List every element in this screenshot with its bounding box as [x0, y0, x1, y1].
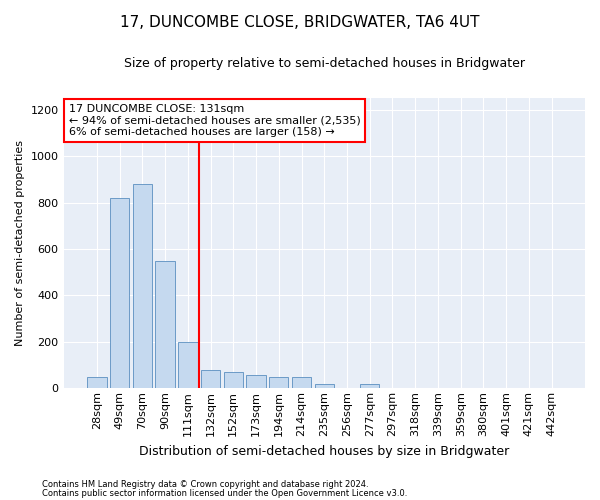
- Bar: [360, 384, 379, 388]
- Bar: [224, 372, 243, 388]
- Bar: [292, 376, 311, 388]
- Bar: [178, 342, 197, 388]
- Text: Contains HM Land Registry data © Crown copyright and database right 2024.: Contains HM Land Registry data © Crown c…: [42, 480, 368, 489]
- Bar: [314, 384, 334, 388]
- Title: Size of property relative to semi-detached houses in Bridgwater: Size of property relative to semi-detach…: [124, 58, 525, 70]
- Bar: [110, 198, 130, 388]
- Y-axis label: Number of semi-detached properties: Number of semi-detached properties: [15, 140, 25, 346]
- X-axis label: Distribution of semi-detached houses by size in Bridgwater: Distribution of semi-detached houses by …: [139, 444, 509, 458]
- Bar: [133, 184, 152, 388]
- Bar: [201, 370, 220, 388]
- Bar: [87, 376, 107, 388]
- Bar: [155, 260, 175, 388]
- Text: Contains public sector information licensed under the Open Government Licence v3: Contains public sector information licen…: [42, 488, 407, 498]
- Text: 17 DUNCOMBE CLOSE: 131sqm
← 94% of semi-detached houses are smaller (2,535)
6% o: 17 DUNCOMBE CLOSE: 131sqm ← 94% of semi-…: [69, 104, 361, 137]
- Text: 17, DUNCOMBE CLOSE, BRIDGWATER, TA6 4UT: 17, DUNCOMBE CLOSE, BRIDGWATER, TA6 4UT: [120, 15, 480, 30]
- Bar: [269, 376, 289, 388]
- Bar: [247, 376, 266, 388]
